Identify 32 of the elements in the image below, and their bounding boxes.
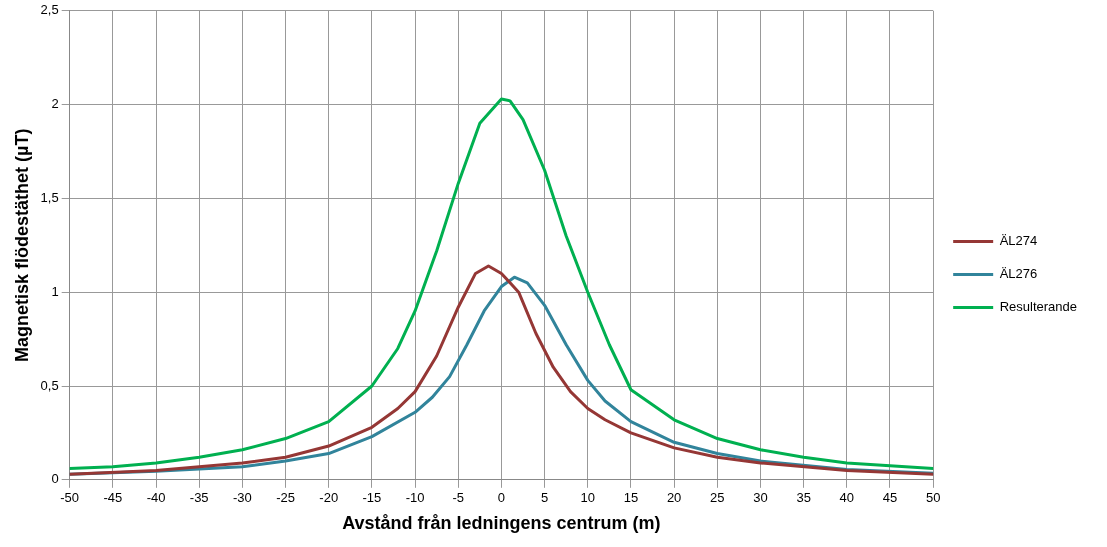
x-tick-label: 25 — [710, 490, 725, 506]
y-tick-label: 0,5 — [40, 377, 59, 393]
y-tick-label: 0 — [51, 471, 59, 487]
x-tick-label: 30 — [753, 490, 768, 506]
x-tick-label: 20 — [666, 490, 682, 506]
x-tick-label: -15 — [362, 490, 382, 506]
x-tick-label: 15 — [623, 490, 639, 506]
x-tick-label: 40 — [839, 490, 855, 506]
x-tick-label: -25 — [276, 490, 295, 506]
x-tick-label: -50 — [60, 490, 80, 506]
y-axis-title: Magnetisk flödestäthet (µT) — [11, 128, 32, 362]
x-tick-label: -45 — [103, 490, 123, 506]
x-axis-title: Avstånd från ledningens centrum (m) — [342, 513, 661, 534]
y-tick-label: 1,5 — [40, 189, 59, 205]
y-tick-label: 1 — [51, 283, 59, 299]
legend-label: ÄL276 — [999, 266, 1038, 282]
x-tick-label: 5 — [540, 490, 549, 506]
x-tick-label: -5 — [452, 490, 465, 506]
x-tick-label: -35 — [189, 490, 209, 506]
x-tick-label: -20 — [319, 490, 339, 506]
x-tick-label: 35 — [796, 490, 811, 506]
legend-label: Resulterande — [999, 299, 1077, 315]
x-tick-label: 45 — [882, 490, 898, 506]
x-tick-label: -30 — [232, 490, 252, 506]
x-tick-label: 0 — [497, 490, 506, 506]
x-tick-label: 50 — [925, 490, 941, 506]
y-tick-label: 2 — [51, 96, 59, 112]
x-tick-label: -10 — [405, 490, 425, 506]
legend-label: ÄL274 — [999, 233, 1038, 249]
y-tick-label: 2,5 — [40, 2, 59, 18]
x-tick-label: 10 — [580, 490, 596, 506]
x-tick-label: -40 — [146, 490, 166, 506]
